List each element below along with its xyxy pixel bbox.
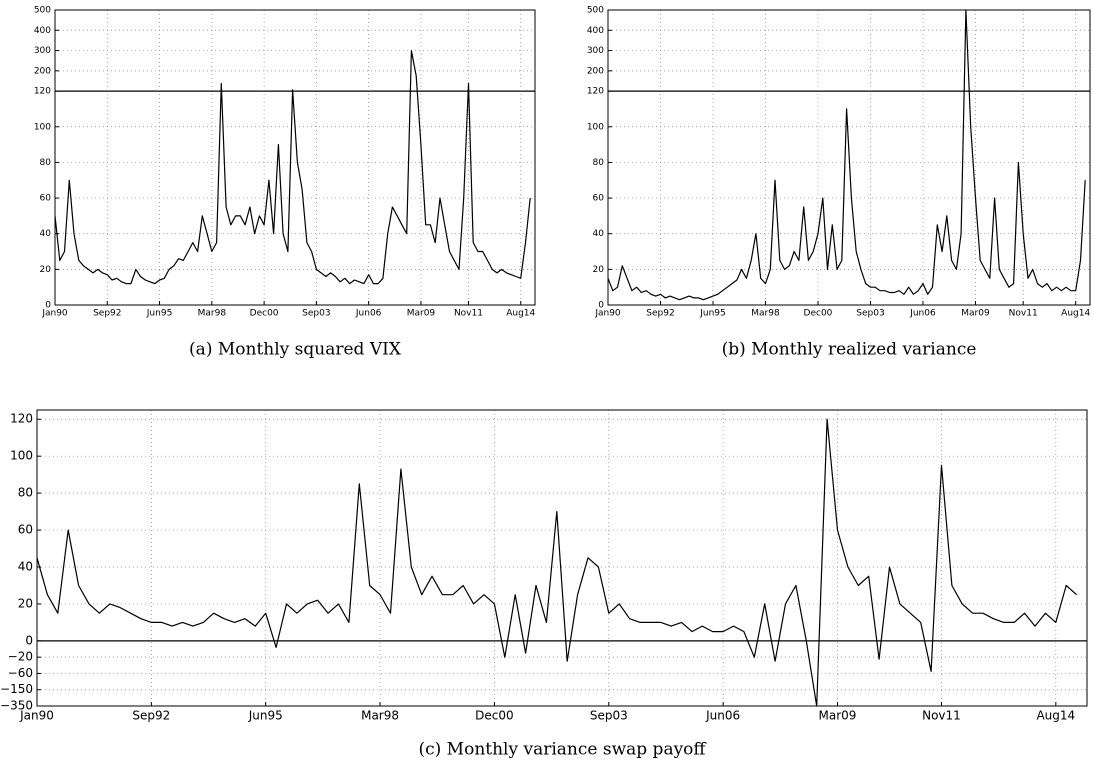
caption: (c) Monthly variance swap payoff [418,740,707,760]
y-tick-label: 100 [10,449,33,463]
x-tick-label: Mar98 [361,709,399,723]
y-tick-label: 80 [40,158,52,168]
y-tick-label: 60 [18,523,33,537]
y-tick-label: 60 [593,194,605,204]
y-tick-label: 20 [40,265,52,275]
y-tick-label: 40 [18,559,33,573]
x-tick-label: Mar98 [751,309,780,319]
y-tick-label: −60 [8,666,33,680]
x-tick-label: Mar09 [819,709,857,723]
x-tick-label: Jan90 [19,709,54,723]
y-tick-label: 80 [593,158,605,168]
y-tick-label: 0 [25,633,33,647]
x-tick-label: Sep03 [590,709,628,723]
y-tick-label: 80 [18,486,33,500]
y-tick-label: 200 [587,66,604,76]
x-tick-label: Sep92 [646,309,674,319]
x-tick-label: Jan90 [594,309,621,319]
y-tick-label: 40 [40,229,52,239]
series-line [54,50,531,285]
y-tick-label: 120 [34,87,51,97]
x-tick-label: Jun06 [909,309,936,319]
y-tick-label: 0 [598,301,604,311]
y-tick-label: 400 [34,26,51,36]
x-tick-label: Aug14 [1061,309,1090,319]
x-tick-label: Mar09 [407,309,436,319]
x-tick-label: Aug14 [506,309,535,319]
x-tick-label: Mar98 [198,309,227,319]
caption: (a) Monthly squared VIX [189,340,402,360]
x-tick-label: Jun06 [705,709,740,723]
plot-frame [607,9,1091,306]
y-tick-label: 60 [40,194,52,204]
y-tick-label: 300 [34,46,51,56]
y-tick-label: −350 [0,699,33,713]
x-tick-label: Sep03 [856,309,884,319]
x-tick-label: Sep03 [302,309,330,319]
x-tick-label: Jun95 [248,709,283,723]
x-tick-label: Dec00 [804,309,833,319]
x-tick-label: Jun95 [699,309,726,319]
y-tick-label: 40 [593,229,605,239]
y-tick-label: 20 [593,265,605,275]
x-tick-label: Nov11 [922,709,961,723]
y-tick-label: −150 [0,682,33,696]
x-tick-label: Aug14 [1036,709,1075,723]
y-tick-label: −20 [8,650,33,664]
x-tick-label: Sep92 [93,309,121,319]
y-tick-label: 300 [587,46,604,56]
y-tick-label: 200 [34,66,51,76]
x-tick-label: Jan90 [41,309,68,319]
x-tick-label: Nov11 [1009,309,1038,319]
y-tick-label: 100 [34,122,51,132]
series-line [607,9,1086,301]
y-tick-label: 120 [10,412,33,426]
y-tick-label: 120 [587,87,604,97]
y-tick-label: 400 [587,26,604,36]
x-tick-label: Dec00 [475,709,514,723]
caption: (b) Monthly realized variance [722,340,977,360]
x-tick-label: Jun06 [355,309,382,319]
y-tick-label: 500 [587,6,604,16]
x-tick-label: Sep92 [132,709,170,723]
x-tick-label: Mar09 [961,309,990,319]
y-tick-label: 500 [34,6,51,16]
y-tick-label: 100 [587,122,604,132]
series-line [36,418,1077,707]
x-tick-label: Jun95 [146,309,173,319]
x-tick-label: Nov11 [454,309,483,319]
y-tick-label: 0 [45,301,51,311]
x-tick-label: Dec00 [250,309,279,319]
plot-frame [54,9,536,306]
y-tick-label: 20 [18,596,33,610]
